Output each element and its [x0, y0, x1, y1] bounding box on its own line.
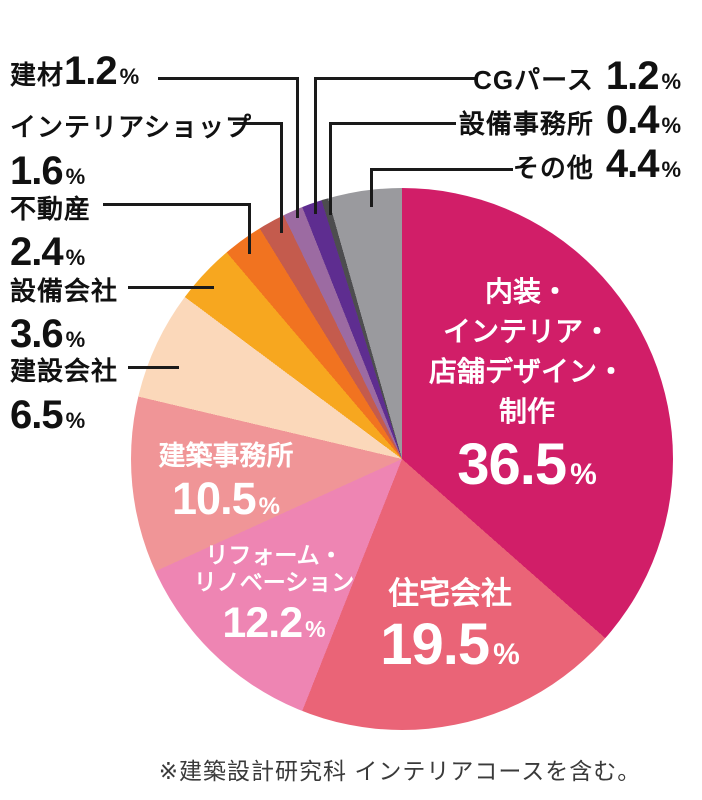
label-fudosan-value: 2.4 [10, 230, 64, 274]
leader-line-setsubi-jimusho-v [329, 122, 332, 215]
label-reform-value: 12.2 [222, 599, 303, 647]
label-naiso-interior-tenpo-design: 内装・ インテリア・ 店舗デザイン・ 制作 36.5 % [392, 272, 662, 494]
label-kensetsu-gaisha-value: 6.5 [10, 393, 64, 437]
label-kenchiku-jimusho-unit: % [258, 493, 280, 520]
label-naiso-line3: 店舗デザイン・ [428, 356, 625, 387]
label-sonota-value: 4.4 [605, 142, 660, 186]
label-reform-unit: % [305, 616, 326, 642]
label-setsubi-jimusho-unit: % [661, 113, 681, 138]
label-setsubi-jimusho: 設備事務所 0.4 % [459, 100, 681, 140]
leader-line-kenzai-v [296, 77, 299, 218]
label-sonota-unit: % [661, 157, 681, 182]
label-kenzai: 建材 1.2 % [10, 51, 139, 91]
label-reform-line2: リノベーション [193, 569, 355, 595]
label-jutaku-gaisha-unit: % [493, 638, 520, 671]
leader-line-fudosan-v [248, 203, 251, 254]
label-setsubi-gaisha: 設備会社 3.6 % [10, 271, 118, 354]
label-fudosan-name: 不動産 [10, 194, 92, 224]
label-kenchiku-jimusho-name: 建築事務所 [158, 441, 294, 471]
chart-footnote: ※建築設計研究科 インテリアコースを含む。 [158, 758, 642, 784]
label-naiso-line1: 内装・ [484, 276, 569, 307]
leader-line-sonota-v [370, 168, 373, 207]
leader-line-interior-shop-h [233, 122, 283, 125]
label-interior-shop-name: インテリアショップ [10, 112, 252, 142]
label-jutaku-gaisha: 住宅会社 19.5 % [355, 576, 545, 674]
label-kenzai-unit: % [119, 64, 140, 89]
label-cg-pers-unit: % [661, 69, 681, 94]
leader-line-interior-shop-v [280, 122, 283, 233]
leader-line-kenzai-h [158, 77, 299, 80]
label-jutaku-gaisha-value: 19.5 [380, 612, 490, 677]
leader-line-fudosan-h [103, 203, 251, 206]
label-kenzai-value: 1.2 [64, 49, 118, 93]
label-sonota: その他 4.4 % [513, 144, 681, 184]
label-interior-shop-value: 1.6 [10, 149, 64, 193]
label-naiso-line2: インテリア・ [442, 316, 611, 347]
leader-line-sonota-h [370, 168, 513, 171]
label-kenchiku-jimusho: 建築事務所 10.5 % [138, 440, 314, 521]
leader-line-cg-pers-v [314, 77, 317, 214]
leader-line-setsubi-gaisha-h [128, 286, 214, 289]
label-setsubi-jimusho-value: 0.4 [605, 98, 660, 142]
label-naiso-unit: % [570, 458, 597, 491]
label-cg-pers-value: 1.2 [605, 54, 660, 98]
label-cg-pers: CGパース 1.2 % [473, 56, 681, 96]
leader-line-kensetsu-gaisha-h [128, 366, 179, 369]
label-jutaku-gaisha-name: 住宅会社 [388, 576, 512, 611]
label-reform-line1: リフォーム・ [205, 542, 343, 568]
label-reform-renovation: リフォーム・ リノベーション 12.2 % [188, 542, 360, 645]
label-fudosan-unit: % [65, 245, 86, 270]
leader-line-setsubi-jimusho-h [329, 122, 456, 125]
label-interior-shop-unit: % [65, 164, 86, 189]
label-sonota-name: その他 [512, 153, 594, 183]
label-naiso-line4: 制作 [498, 396, 555, 427]
label-setsubi-gaisha-value: 3.6 [10, 312, 64, 356]
label-naiso-value: 36.5 [457, 432, 567, 497]
label-setsubi-gaisha-name: 設備会社 [10, 276, 119, 306]
label-fudosan: 不動産 2.4 % [10, 189, 91, 272]
label-kenzai-name: 建材 [10, 60, 65, 90]
label-kensetsu-gaisha: 建設会社 6.5 % [10, 351, 118, 435]
label-setsubi-jimusho-name: 設備事務所 [458, 109, 594, 139]
label-kensetsu-gaisha-unit: % [65, 408, 86, 433]
label-kenchiku-jimusho-value: 10.5 [172, 473, 257, 524]
leader-line-cg-pers-h [314, 77, 477, 80]
label-interior-shop: インテリアショップ 1.6 % [10, 107, 252, 191]
label-kensetsu-gaisha-name: 建設会社 [10, 356, 119, 386]
label-setsubi-gaisha-unit: % [65, 327, 86, 352]
label-cg-pers-name: CGパース [473, 65, 594, 95]
pie-chart [131, 188, 673, 730]
